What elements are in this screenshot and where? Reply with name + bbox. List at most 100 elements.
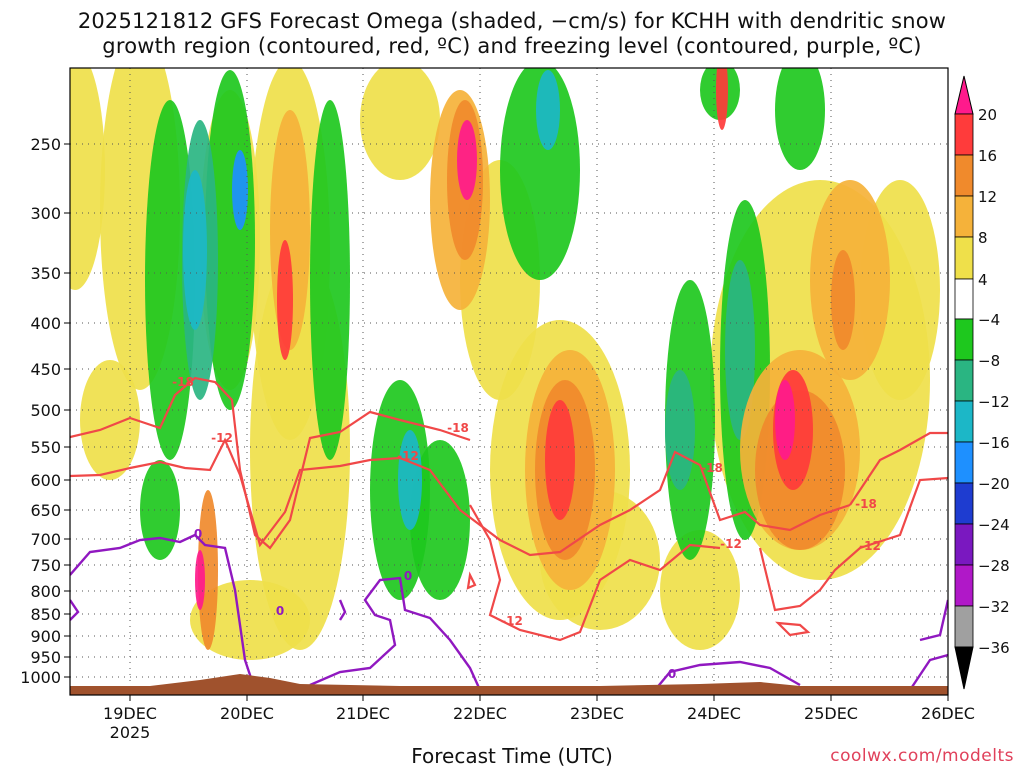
dgz-contour <box>775 621 811 637</box>
shaded-region <box>545 400 575 520</box>
dgz-contour <box>849 431 948 506</box>
colorbar-tick-label: −20 <box>978 475 1010 493</box>
y-tick-label: 300 <box>30 204 61 223</box>
x-tick-label: 26DEC <box>921 704 975 723</box>
colorbar-segment <box>954 482 974 525</box>
y-tick-label: 450 <box>30 360 61 379</box>
x-tick-label: 20DEC <box>220 704 274 723</box>
colorbar-segment <box>954 318 974 361</box>
freezing-level-contour <box>309 576 482 691</box>
dgz-contour <box>466 571 477 590</box>
y-tick-label: 600 <box>30 471 61 490</box>
freezing-level-label: 0 <box>404 569 412 583</box>
shaded-region <box>775 68 825 170</box>
x-year-label: 2025 <box>110 723 151 742</box>
colorbar-tick-label: −32 <box>978 598 1010 616</box>
shaded-region <box>660 530 740 650</box>
colorbar-tick-label: −28 <box>978 557 1010 575</box>
freezing-level-contour <box>70 599 80 621</box>
colorbar-tick-label: −4 <box>978 311 1000 329</box>
colorbar-segment <box>954 154 974 197</box>
freezing-level-label: 0 <box>194 527 202 541</box>
colorbar-segment <box>954 564 974 607</box>
y-tick-label: 350 <box>30 264 61 283</box>
shaded-region <box>190 580 310 660</box>
dgz-contour-label: -12 <box>859 539 881 553</box>
colorbar-segment <box>954 441 974 484</box>
colorbar-tick-label: 8 <box>978 229 988 247</box>
freezing-level-contour <box>70 533 257 691</box>
colorbar-segment <box>954 523 974 566</box>
colorbar-tick-label: 20 <box>978 106 997 124</box>
x-axis-label: Forecast Time (UTC) <box>411 744 613 768</box>
y-tick-label: 650 <box>30 501 61 520</box>
colorbar-segment <box>954 400 974 443</box>
y-tick-label: 1000 <box>20 668 61 687</box>
colorbar-segment <box>954 236 974 280</box>
shaded-region <box>80 360 140 480</box>
colorbar-tick-label: −36 <box>978 639 1010 657</box>
shaded-region <box>232 150 248 230</box>
shaded-region <box>398 430 422 530</box>
freezing-level-contour <box>338 599 347 621</box>
x-tick-label: 24DEC <box>687 704 741 723</box>
y-tick-label: 550 <box>30 438 61 457</box>
dgz-contour <box>469 504 721 642</box>
dgz-contour <box>758 476 948 612</box>
y-tick-label: 400 <box>30 314 61 333</box>
y-tick-label: 900 <box>30 627 61 646</box>
colorbar-segment <box>954 605 974 648</box>
dgz-contour-label: -12 <box>397 449 419 463</box>
colorbar-tick-label: −16 <box>978 434 1010 452</box>
shaded-region <box>195 550 205 610</box>
dgz-contour-label: -18 <box>855 497 877 511</box>
colorbar-tick-label: −12 <box>978 393 1010 411</box>
dgz-contour-label: -12 <box>720 537 742 551</box>
y-tick-label: 700 <box>30 530 61 549</box>
y-tick-label: 250 <box>30 135 61 154</box>
colorbar-tick-label: −24 <box>978 516 1010 534</box>
shaded-region <box>457 120 477 200</box>
chart-title-line-1: 2025121812 GFS Forecast Omega (shaded, −… <box>77 9 947 33</box>
credit-link[interactable]: coolwx.com/modelts <box>830 746 1014 766</box>
freezing-level-contour <box>654 660 801 691</box>
colorbar-tick-label: 16 <box>978 147 997 165</box>
colorbar-tick-label: −8 <box>978 352 1000 370</box>
x-tick-label: 21DEC <box>336 704 390 723</box>
colorbar-segment <box>954 113 974 156</box>
y-tick-label: 500 <box>30 401 61 420</box>
dgz-contour-label: -12 <box>501 614 523 628</box>
chart-title-line-2: growth region (contoured, red, ºC) and f… <box>102 34 922 58</box>
shaded-region <box>665 370 695 490</box>
shaded-region <box>716 68 728 130</box>
colorbar-segment <box>954 195 974 238</box>
shaded-region <box>536 70 560 150</box>
y-tick-label: 850 <box>30 605 61 624</box>
freezing-level-label: 0 <box>668 667 676 681</box>
dgz-contour-label: -18 <box>447 421 469 435</box>
x-tick-label: 23DEC <box>570 704 624 723</box>
colorbar-segment <box>954 359 974 402</box>
shaded-region <box>198 490 218 650</box>
dgz-contour-label: -18 <box>172 375 194 389</box>
freezing-level-contour <box>909 653 948 691</box>
shaded-region <box>310 100 350 460</box>
colorbar-tick-label: 12 <box>978 188 997 206</box>
dgz-contour <box>70 437 851 557</box>
shaded-region <box>70 68 105 290</box>
freezing-level-label: 0 <box>276 604 284 618</box>
shaded-region <box>831 250 855 350</box>
shaded-region <box>500 68 580 280</box>
shaded-region <box>277 240 293 360</box>
y-tick-label: 800 <box>30 582 61 601</box>
shaded-region <box>360 68 440 180</box>
colorbar-top-arrow <box>954 75 974 115</box>
dgz-contour-label: -12 <box>211 431 233 445</box>
colorbar-segment <box>954 278 974 320</box>
terrain-strip <box>70 674 948 695</box>
x-tick-label: 25DEC <box>804 704 858 723</box>
plot-frame <box>69 67 949 696</box>
freezing-level-contour <box>919 599 948 642</box>
dgz-contour-label: -18 <box>701 461 723 475</box>
